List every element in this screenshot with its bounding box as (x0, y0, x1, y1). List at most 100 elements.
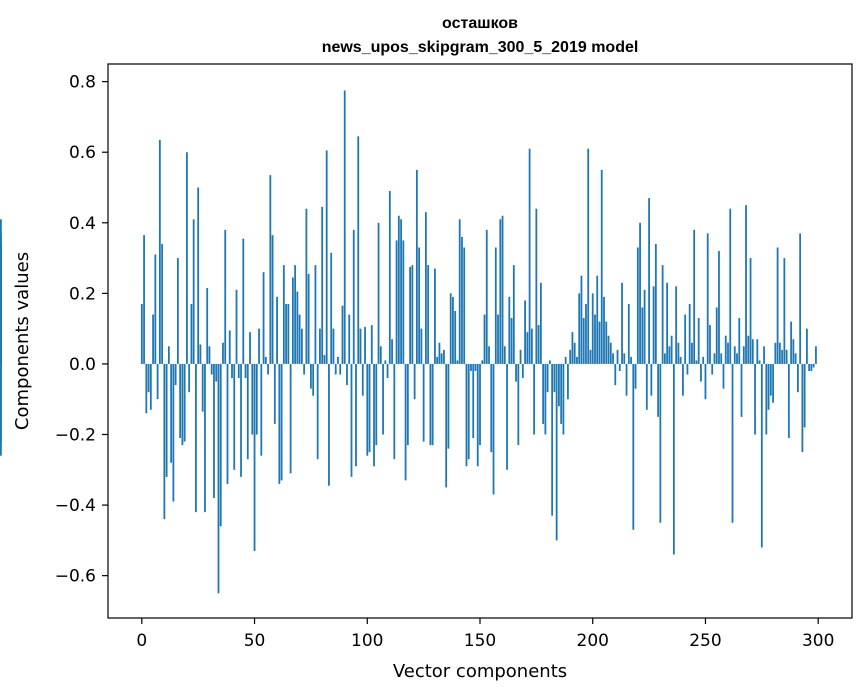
bar (393, 363, 396, 460)
bar (691, 342, 693, 364)
bar (404, 363, 407, 481)
bar (431, 363, 434, 446)
x-tick-label: 250 (689, 631, 721, 651)
bar (539, 282, 542, 364)
bar (672, 363, 675, 555)
bar (397, 215, 400, 364)
bar (794, 353, 797, 364)
bar (219, 363, 222, 527)
bar (564, 356, 567, 364)
bar (249, 332, 251, 364)
bar (332, 328, 335, 364)
bar (172, 363, 175, 502)
bar (598, 321, 601, 364)
bar (276, 296, 278, 364)
bar (524, 300, 526, 364)
bar (176, 258, 179, 364)
bar (319, 328, 321, 364)
bar (609, 342, 612, 364)
bar (348, 314, 351, 364)
bar (695, 360, 698, 364)
bar (377, 222, 380, 364)
bar (623, 353, 626, 364)
bar (161, 243, 164, 364)
bar (625, 363, 628, 396)
bar (443, 349, 445, 364)
bar (298, 314, 301, 364)
bar (346, 363, 348, 386)
bar-series (0, 90, 817, 594)
bar (334, 363, 337, 375)
bar (143, 235, 145, 364)
bar (427, 265, 430, 364)
bar (508, 296, 511, 364)
bar (452, 296, 454, 364)
bar (621, 282, 623, 364)
bar (226, 363, 229, 484)
bar (206, 288, 209, 364)
bar (181, 363, 184, 446)
bar (352, 229, 355, 364)
bar (447, 363, 450, 449)
bar (558, 363, 560, 407)
bar (720, 353, 723, 364)
bar (668, 346, 671, 364)
bar (251, 363, 254, 435)
bar (217, 363, 220, 594)
chart-title-line-1: осташков (442, 15, 518, 32)
bar (355, 363, 357, 467)
bar (580, 275, 583, 364)
bar (154, 254, 157, 364)
bar (562, 363, 565, 435)
bar (328, 363, 330, 486)
bar (343, 90, 346, 364)
bar (0, 243, 2, 364)
bar (815, 346, 817, 364)
bar (603, 296, 605, 364)
bar (316, 363, 319, 460)
y-tick-label: 0.0 (69, 355, 96, 375)
bar (571, 332, 574, 364)
bar (594, 314, 596, 364)
y-axis: −0.6 −0.4 −0.2 0.0 0.2 0.4 0.6 0.8 (55, 73, 108, 587)
bar (776, 247, 779, 364)
bar (576, 356, 578, 364)
bar (679, 356, 682, 364)
bar (233, 363, 236, 470)
bar (499, 219, 502, 364)
bar (688, 303, 691, 364)
bar (391, 339, 393, 364)
bar (718, 251, 720, 364)
bar (614, 363, 617, 386)
bar (449, 293, 452, 364)
bar (454, 311, 457, 364)
bar (711, 363, 714, 375)
bar (278, 363, 281, 484)
bar (280, 363, 283, 481)
bar (463, 247, 466, 364)
bar (411, 265, 414, 364)
bar (749, 258, 752, 364)
bar (812, 363, 815, 368)
bar (337, 356, 339, 364)
bar (769, 363, 772, 396)
bar (785, 349, 788, 364)
bar (165, 363, 168, 477)
bar (747, 335, 750, 364)
bar (264, 356, 267, 364)
bar (330, 252, 333, 364)
bar (368, 363, 371, 453)
bar (303, 363, 306, 375)
bar (630, 356, 632, 364)
bar (587, 148, 590, 364)
bar (778, 342, 781, 364)
bar (465, 363, 468, 467)
bar (736, 353, 738, 364)
bar (503, 346, 506, 364)
bar (567, 363, 569, 400)
bar (192, 219, 195, 364)
bar (267, 363, 269, 375)
bar (591, 293, 594, 364)
bar (627, 303, 630, 364)
bar (294, 265, 297, 364)
